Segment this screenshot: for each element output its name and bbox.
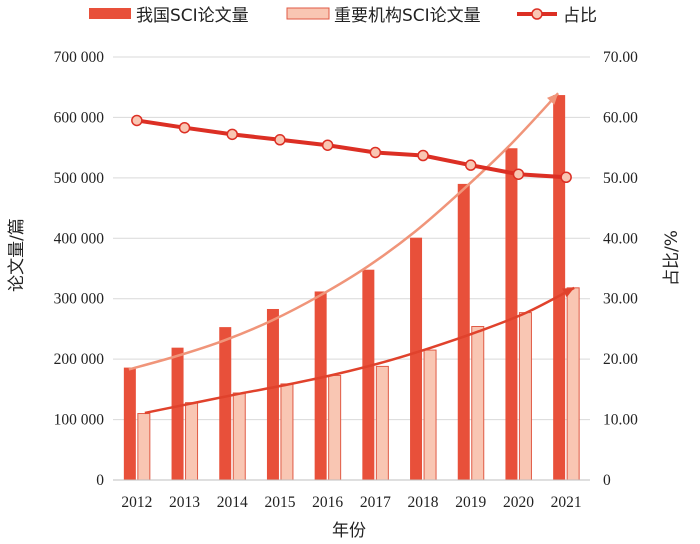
legend-label-ratio: 占比 bbox=[563, 6, 597, 26]
ratio-point bbox=[512, 168, 525, 180]
y-left-tick-label: 500 000 bbox=[54, 170, 105, 187]
ratio-line bbox=[131, 114, 572, 184]
bar-key-institution-sci bbox=[566, 287, 580, 481]
y-right-tick-label: 10.00 bbox=[603, 412, 638, 429]
bar-key-institution-sci bbox=[375, 365, 389, 481]
ratio-point bbox=[131, 114, 143, 127]
bar-key-institution-sci bbox=[280, 383, 294, 481]
legend-label-national-sci: 我国SCI论文量 bbox=[136, 6, 249, 26]
ratio-line-path bbox=[136, 118, 567, 180]
ratio-point bbox=[465, 159, 477, 171]
bar-national-sci bbox=[123, 367, 136, 480]
x-tick-label: 2019 bbox=[455, 494, 486, 511]
x-axis-title: 年份 bbox=[332, 521, 366, 541]
gridlines bbox=[113, 56, 590, 421]
ratio-point bbox=[560, 171, 572, 184]
x-tick-label: 2012 bbox=[121, 494, 152, 511]
bar-national-sci bbox=[171, 347, 184, 480]
y-left-tick-label: 200 000 bbox=[54, 351, 105, 368]
ratio-point bbox=[178, 121, 191, 134]
legend-label-key-institution-sci: 重要机构SCI论文量 bbox=[334, 6, 481, 26]
ratio-point bbox=[274, 134, 286, 146]
x-tick-label: 2013 bbox=[169, 494, 200, 511]
legend-swatch-key-institution-sci bbox=[286, 7, 330, 20]
y-left-tick-label: 600 000 bbox=[54, 109, 105, 126]
bar-national-sci bbox=[314, 291, 327, 480]
y-right-tick-label: 70.00 bbox=[603, 49, 638, 66]
ratio-point bbox=[417, 149, 429, 162]
x-tick-label: 2018 bbox=[408, 494, 439, 511]
y-right-tick-label: 0 bbox=[603, 472, 611, 489]
bar-national-sci bbox=[457, 183, 470, 480]
y-left-tick-label: 300 000 bbox=[54, 291, 105, 308]
y-right-tick-label: 50.00 bbox=[603, 170, 638, 187]
trendline-key-institution-sci bbox=[144, 286, 575, 415]
bar-national-sci bbox=[410, 237, 423, 480]
y-left-axis-title: 论文量/篇 bbox=[7, 218, 27, 292]
y-left-tick-label: 400 000 bbox=[54, 230, 105, 247]
bar-key-institution-sci bbox=[137, 413, 151, 481]
x-tick-label: 2020 bbox=[503, 494, 534, 511]
y-right-tick-label: 40.00 bbox=[603, 230, 638, 247]
y-left-tick-label: 0 bbox=[96, 472, 104, 489]
y-left-tick-label: 700 000 bbox=[54, 49, 105, 66]
legend: 我国SCI论文量 重要机构SCI论文量 占比 bbox=[89, 6, 597, 26]
bar-key-institution-sci bbox=[423, 349, 437, 481]
bar-key-institution-sci bbox=[232, 392, 246, 481]
ratio-point bbox=[321, 139, 334, 151]
y-right-tick-label: 60.00 bbox=[603, 109, 638, 126]
bar-national-sci bbox=[266, 308, 279, 480]
ratio-point bbox=[226, 128, 238, 141]
y-right-axis-title: 占比/% bbox=[662, 230, 682, 286]
x-tick-label: 2021 bbox=[551, 494, 582, 511]
bar-national-sci bbox=[219, 327, 232, 480]
bar-key-institution-sci bbox=[328, 374, 342, 481]
trendline-arrowhead bbox=[547, 93, 559, 105]
trendline-national-sci bbox=[128, 92, 560, 371]
ratio-point bbox=[369, 146, 382, 159]
x-tick-label: 2014 bbox=[217, 494, 248, 511]
bars bbox=[123, 95, 580, 481]
bar-national-sci bbox=[362, 269, 375, 480]
bar-national-sci bbox=[505, 148, 518, 481]
y-left-tick-label: 100 000 bbox=[54, 412, 105, 429]
bar-key-institution-sci bbox=[518, 312, 532, 481]
bar-national-sci bbox=[553, 95, 566, 480]
y-right-tick-label: 30.00 bbox=[603, 291, 638, 308]
axes: 0 0 100 000 10.00 200 000 20.00 300 000 30.00 40… bbox=[54, 49, 639, 511]
bar-key-institution-sci bbox=[471, 326, 485, 481]
y-right-tick-label: 20.00 bbox=[603, 351, 638, 368]
bar-key-institution-sci bbox=[185, 402, 199, 481]
x-tick-label: 2017 bbox=[360, 494, 391, 511]
legend-swatch-ratio-marker bbox=[531, 8, 543, 20]
legend-swatch-national-sci bbox=[89, 8, 131, 19]
x-tick-label: 2016 bbox=[312, 494, 343, 511]
trendlines bbox=[128, 92, 575, 415]
trendline-arrowhead bbox=[562, 287, 575, 298]
x-tick-label: 2015 bbox=[264, 494, 295, 511]
